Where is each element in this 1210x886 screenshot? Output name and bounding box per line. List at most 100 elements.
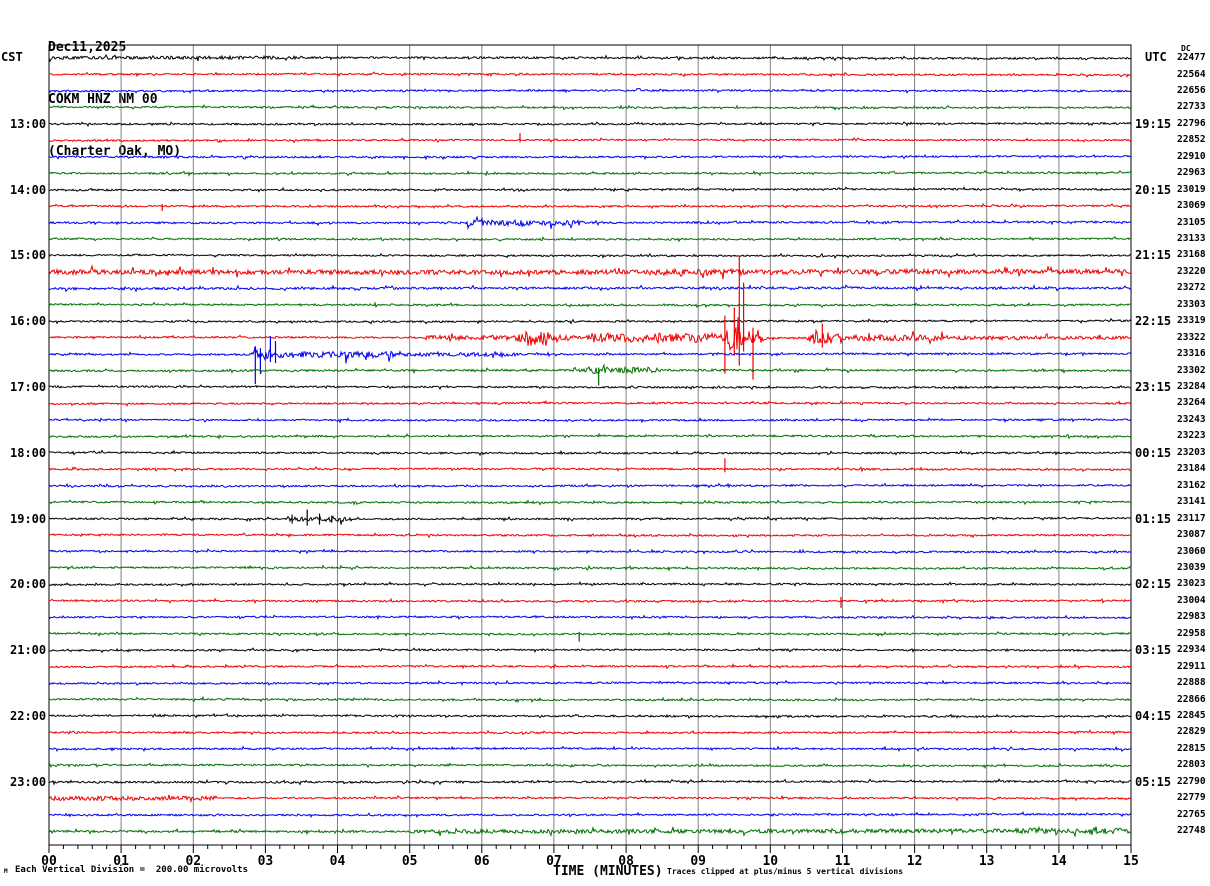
dc-offset-label: 23319 xyxy=(1177,315,1206,327)
seismic-trace-row xyxy=(48,631,1132,637)
dc-offset-label: 23039 xyxy=(1177,562,1206,573)
dc-offset-label: 23105 xyxy=(1177,216,1206,228)
dc-offset-label: 23223 xyxy=(1177,430,1206,442)
dc-offset-label: 22910 xyxy=(1177,150,1206,162)
seismic-trace-row xyxy=(48,647,1132,654)
dc-offset-label: 23133 xyxy=(1177,232,1206,244)
right-timezone-label: UTC xyxy=(1145,50,1167,64)
minute-tick-label: 12 xyxy=(906,854,923,869)
cst-time-label: 18:00 xyxy=(10,445,47,460)
seismic-trace-row xyxy=(48,346,1132,364)
dc-offset-label: 22803 xyxy=(1177,759,1206,771)
minute-tick-label: 03 xyxy=(257,854,274,869)
dc-offset-label: 22748 xyxy=(1177,825,1206,837)
dc-offset-label: 23220 xyxy=(1177,265,1206,277)
dc-offset-label: 22866 xyxy=(1177,693,1206,705)
left-timezone-label: CST xyxy=(1,50,23,64)
minute-tick-label: 04 xyxy=(329,854,346,869)
dc-offset-label: 23069 xyxy=(1177,200,1206,211)
seismic-trace-row xyxy=(49,564,1132,572)
seismic-trace-row xyxy=(48,104,1132,111)
utc-time-label: 19:15 xyxy=(1135,116,1172,131)
dc-offset-label: 23184 xyxy=(1177,463,1206,475)
utc-time-label: 01:15 xyxy=(1135,511,1172,526)
dc-offset-label: 23087 xyxy=(1177,529,1206,540)
dc-offset-label: 23322 xyxy=(1177,331,1206,343)
dc-offset-label: 22733 xyxy=(1177,101,1206,113)
seismic-trace-row xyxy=(48,87,1132,94)
seismic-trace-row xyxy=(48,317,1132,352)
seismic-trace-row xyxy=(48,153,1132,161)
seismic-trace-row xyxy=(48,663,1131,670)
seismic-trace-row xyxy=(48,532,1132,539)
header-station-code: COKM HNZ NM 00 xyxy=(48,92,158,107)
station-header: Dec11,2025 COKM HNZ NM 00 (Charter Oak, … xyxy=(48,3,181,197)
seismic-trace-row xyxy=(48,384,1132,391)
header-station-location: (Charter Oak, MO) xyxy=(48,144,182,159)
utc-time-label: 04:15 xyxy=(1135,709,1172,723)
cst-time-label: 14:00 xyxy=(10,182,47,197)
seismic-trace-row xyxy=(48,778,1132,786)
dc-offset-label: 22845 xyxy=(1177,710,1206,721)
utc-time-label: 22:15 xyxy=(1135,314,1172,329)
seismic-trace-row xyxy=(48,465,1132,473)
cst-time-label: 19:00 xyxy=(10,511,47,526)
dc-offset-label: 22958 xyxy=(1177,627,1206,639)
seismic-trace-row xyxy=(48,499,1132,506)
minute-tick-label: 13 xyxy=(978,854,995,869)
cst-time-label: 20:00 xyxy=(10,577,47,592)
seismic-trace-row xyxy=(48,363,1132,375)
scale-note: Each Vertical Division = 200.00 microvol… xyxy=(15,865,248,875)
minute-tick-label: 07 xyxy=(546,854,562,869)
dc-offset-label: 23203 xyxy=(1177,446,1206,458)
seismic-trace-row xyxy=(48,71,1132,78)
seismic-trace-row xyxy=(48,121,1132,128)
seismic-trace-row xyxy=(48,695,1132,704)
seismic-trace-row xyxy=(48,712,1132,720)
cst-time-label: 22:00 xyxy=(10,709,47,723)
seismic-trace-row xyxy=(48,169,1132,177)
dc-offset-label: 23168 xyxy=(1177,249,1206,261)
dc-offset-label: 22963 xyxy=(1177,167,1206,179)
seismic-trace-row xyxy=(48,597,1131,605)
cst-time-label: 16:00 xyxy=(10,314,47,329)
utc-time-label: 03:15 xyxy=(1135,643,1172,658)
minute-tick-label: 06 xyxy=(473,854,490,869)
seismic-trace-row xyxy=(48,729,1131,736)
minute-tick-label: 02 xyxy=(185,854,202,869)
dc-offset-label: 23004 xyxy=(1177,594,1206,606)
minute-gridlines xyxy=(48,45,1132,845)
minute-tick-label: 08 xyxy=(618,854,634,869)
utc-time-label: 05:15 xyxy=(1135,774,1172,789)
plot-frame xyxy=(48,44,1132,846)
seismic-trace-row xyxy=(48,137,1132,144)
dc-offset-label: 23243 xyxy=(1177,413,1206,425)
dc-offset-label: 23162 xyxy=(1177,479,1206,491)
minute-tick-label: 09 xyxy=(690,854,707,869)
dc-offset-label: 22911 xyxy=(1177,660,1206,672)
dc-offset-label: 22779 xyxy=(1177,792,1206,804)
seismic-trace-row xyxy=(48,317,1132,325)
dc-offset-label: 22656 xyxy=(1177,84,1206,96)
dc-offset-label: 22829 xyxy=(1177,726,1206,738)
seismic-trace-row xyxy=(48,614,1132,621)
cst-time-label: 13:00 xyxy=(10,116,47,131)
seismic-trace-row xyxy=(49,202,1132,210)
x-axis-title: TIME (MINUTES) xyxy=(553,864,663,879)
seismic-trace-row xyxy=(48,449,1132,457)
dc-offset-label: 22852 xyxy=(1177,134,1206,146)
seismic-trace-row xyxy=(48,580,1132,588)
minute-tick-label: 15 xyxy=(1123,854,1139,869)
dc-column-label: DC xyxy=(1181,44,1191,53)
minute-tick-label: 05 xyxy=(401,854,418,869)
seismic-trace-row xyxy=(48,515,1132,525)
seismic-trace-row xyxy=(48,301,1132,309)
seismic-trace-row xyxy=(48,679,1132,686)
corner-mark: M xyxy=(4,868,8,875)
dc-offset-label: 23019 xyxy=(1177,183,1206,195)
minute-tick-label: 11 xyxy=(834,854,851,869)
seismic-trace-row xyxy=(48,236,1132,243)
utc-time-label: 20:15 xyxy=(1135,182,1172,197)
